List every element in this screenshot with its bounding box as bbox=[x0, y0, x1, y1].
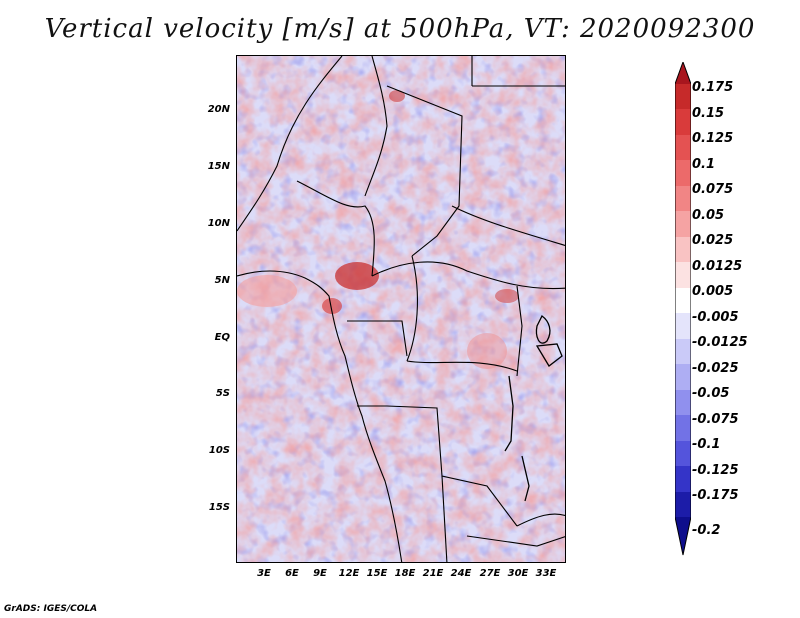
colorbar-segment bbox=[675, 62, 691, 84]
vertical-velocity-field bbox=[237, 56, 565, 562]
colorbar-label: 0.125 bbox=[692, 131, 734, 146]
colorbar-label: -0.05 bbox=[692, 386, 730, 401]
colorbar-segment bbox=[675, 390, 691, 415]
colorbar-segment bbox=[675, 492, 691, 517]
colorbar-label: -0.125 bbox=[692, 463, 739, 478]
lat-label: 15N bbox=[207, 161, 230, 172]
colorbar-label: 0.05 bbox=[692, 208, 725, 223]
colorbar bbox=[675, 62, 691, 556]
colorbar-segment bbox=[675, 84, 691, 109]
lon-label: 6E bbox=[285, 568, 299, 579]
rising-pattern bbox=[237, 56, 565, 562]
great-lakes bbox=[504, 315, 563, 502]
lon-label: 33E bbox=[535, 568, 557, 579]
lat-label: 20N bbox=[207, 104, 230, 115]
lat-label: EQ bbox=[214, 332, 230, 343]
colorbar-segment bbox=[675, 466, 691, 492]
colorbar-label: -0.005 bbox=[692, 310, 739, 325]
colorbar-segment bbox=[675, 211, 691, 237]
ascent-region bbox=[237, 275, 297, 307]
lat-label: 10S bbox=[208, 445, 230, 456]
ascent-region bbox=[467, 333, 507, 369]
lon-label: 15E bbox=[366, 568, 388, 579]
colorbar-segment bbox=[675, 313, 691, 339]
colorbar-label: 0.005 bbox=[692, 284, 734, 299]
ascent-core bbox=[495, 289, 519, 303]
colorbar-label: 0.025 bbox=[692, 233, 734, 248]
lat-label: 5S bbox=[215, 388, 230, 399]
colorbar-label: -0.025 bbox=[692, 361, 739, 376]
colorbar-segment bbox=[675, 364, 691, 390]
colorbar-label: -0.175 bbox=[692, 488, 739, 503]
chart-title: Vertical velocity [m/s] at 500hPa, VT: 2… bbox=[44, 14, 756, 44]
lon-label: 3E bbox=[257, 568, 271, 579]
colorbar-label: -0.0125 bbox=[692, 335, 748, 350]
lon-label: 27E bbox=[479, 568, 501, 579]
lon-label: 24E bbox=[450, 568, 472, 579]
lon-label: 30E bbox=[507, 568, 529, 579]
colorbar-label: 0.1 bbox=[692, 157, 716, 172]
colorbar-segment bbox=[675, 135, 691, 160]
colorbar-label: 0.0125 bbox=[692, 259, 743, 274]
lon-label: 21E bbox=[422, 568, 444, 579]
colorbar-label: 0.15 bbox=[692, 106, 725, 121]
ascent-core bbox=[389, 90, 405, 102]
colorbar-segment bbox=[675, 237, 691, 262]
colorbar-outline bbox=[675, 62, 691, 556]
colorbar-label: -0.075 bbox=[692, 412, 739, 427]
ascent-core bbox=[322, 298, 342, 314]
country-borders bbox=[237, 56, 565, 562]
colorbar-segment bbox=[675, 517, 691, 555]
lon-label: 18E bbox=[394, 568, 416, 579]
colorbar-segment bbox=[675, 339, 691, 364]
ascent-core bbox=[335, 262, 379, 290]
colorbar-label: -0.2 bbox=[692, 523, 721, 538]
lon-label: 12E bbox=[338, 568, 360, 579]
colorbar-segment bbox=[675, 262, 691, 288]
colorbar-segment bbox=[675, 160, 691, 186]
lon-label: 9E bbox=[313, 568, 327, 579]
lat-label: 5N bbox=[214, 275, 230, 286]
colorbar-label: 0.075 bbox=[692, 182, 734, 197]
map-panel bbox=[236, 55, 566, 563]
lat-label: 15S bbox=[208, 502, 230, 513]
colorbar-segment bbox=[675, 415, 691, 441]
grads-credit: GrADS: IGES/COLA bbox=[4, 604, 98, 614]
colorbar-segment bbox=[675, 109, 691, 135]
colorbar-label: -0.1 bbox=[692, 437, 721, 452]
colorbar-label: 0.175 bbox=[692, 80, 734, 95]
colorbar-segment bbox=[675, 186, 691, 211]
colorbar-segment bbox=[675, 288, 691, 313]
lat-label: 10N bbox=[207, 218, 230, 229]
colorbar-segment bbox=[675, 441, 691, 466]
